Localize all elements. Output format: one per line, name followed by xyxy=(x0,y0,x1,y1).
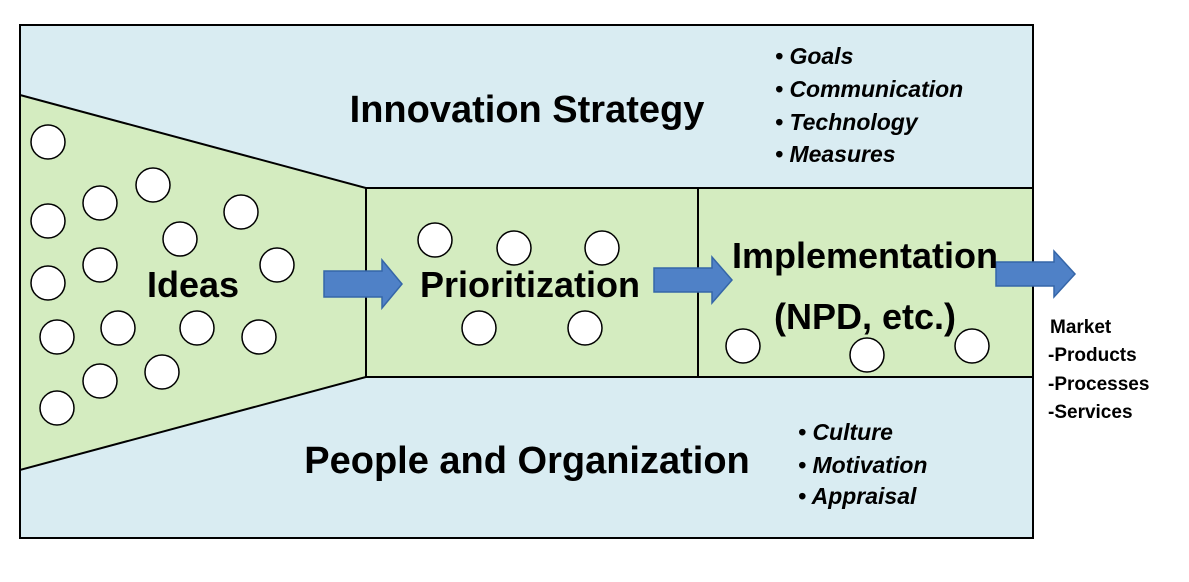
idea-circle xyxy=(82,363,118,399)
idea-circle xyxy=(135,167,171,203)
strategy-bullet: • Technology xyxy=(775,109,919,135)
people-bullet: • Culture xyxy=(798,419,893,445)
market-item: -Processes xyxy=(1048,374,1149,395)
idea-circle xyxy=(162,221,198,257)
idea-circle xyxy=(223,194,259,230)
arrow-prioritization-to-implementation xyxy=(653,254,733,306)
implementation-label: Implementation xyxy=(732,235,998,276)
people-organization-title: People and Organization xyxy=(304,440,750,482)
people-bullets: • Culture • Motivation • Appraisal xyxy=(798,419,927,509)
idea-circle xyxy=(39,390,75,426)
idea-circle xyxy=(461,310,497,346)
ideas-label: Ideas xyxy=(147,264,239,305)
idea-circle xyxy=(584,230,620,266)
idea-circle xyxy=(39,319,75,355)
idea-circle xyxy=(241,319,277,355)
idea-circles xyxy=(30,124,990,426)
idea-circle xyxy=(30,265,66,301)
market-item: -Services xyxy=(1048,402,1133,423)
people-bullet: • Appraisal xyxy=(798,483,917,509)
idea-circle xyxy=(30,124,66,160)
market-item: -Products xyxy=(1048,345,1137,366)
idea-circle xyxy=(567,310,603,346)
strategy-bullet: • Measures xyxy=(775,141,896,167)
idea-circle xyxy=(179,310,215,346)
arrow-ideas-to-prioritization xyxy=(323,257,403,311)
idea-circle xyxy=(496,230,532,266)
idea-circle xyxy=(30,203,66,239)
idea-circle xyxy=(82,185,118,221)
idea-circle xyxy=(82,247,118,283)
implementation-sublabel: (NPD, etc.) xyxy=(774,296,956,337)
strategy-bullets: • Goals • Communication • Technology • M… xyxy=(775,43,963,167)
innovation-strategy-title: Innovation Strategy xyxy=(350,89,705,131)
people-bullet: • Motivation xyxy=(798,452,927,478)
idea-circle xyxy=(144,354,180,390)
market-title: Market xyxy=(1050,317,1112,338)
idea-circle xyxy=(417,222,453,258)
idea-circle xyxy=(849,337,885,373)
prioritization-label: Prioritization xyxy=(420,264,640,305)
idea-circle xyxy=(259,247,295,283)
idea-circle xyxy=(100,310,136,346)
strategy-bullet: • Goals xyxy=(775,43,853,69)
market-list: Market -Products -Processes -Services xyxy=(1048,317,1149,423)
idea-circle xyxy=(725,328,761,364)
arrow-implementation-to-market xyxy=(995,249,1077,299)
idea-circle xyxy=(954,328,990,364)
strategy-bullet: • Communication xyxy=(775,76,963,102)
